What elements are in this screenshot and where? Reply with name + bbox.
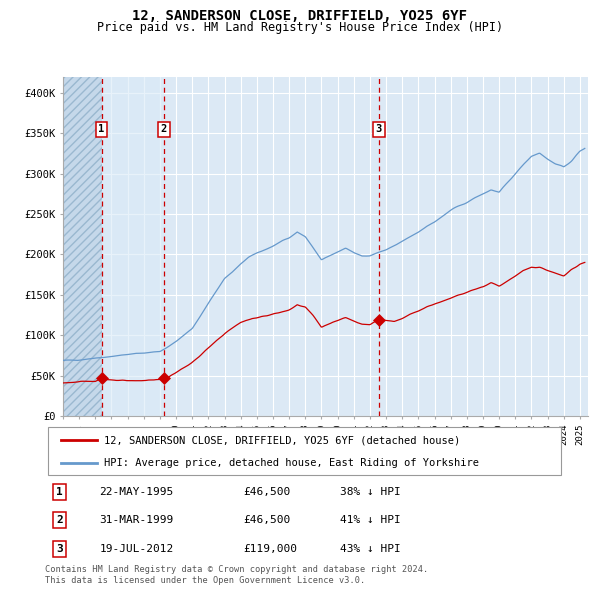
- Text: Contains HM Land Registry data © Crown copyright and database right 2024.
This d: Contains HM Land Registry data © Crown c…: [45, 565, 428, 585]
- Text: 3: 3: [376, 124, 382, 135]
- FancyBboxPatch shape: [48, 427, 561, 475]
- Bar: [63, 77, 101, 416]
- Text: 3: 3: [56, 545, 62, 554]
- Text: £46,500: £46,500: [243, 516, 290, 525]
- Text: 22-MAY-1995: 22-MAY-1995: [100, 487, 173, 497]
- Text: 12, SANDERSON CLOSE, DRIFFIELD, YO25 6YF (detached house): 12, SANDERSON CLOSE, DRIFFIELD, YO25 6YF…: [104, 435, 461, 445]
- Text: 43% ↓ HPI: 43% ↓ HPI: [340, 545, 401, 554]
- Text: 12, SANDERSON CLOSE, DRIFFIELD, YO25 6YF: 12, SANDERSON CLOSE, DRIFFIELD, YO25 6YF: [133, 9, 467, 24]
- Text: 1: 1: [56, 487, 62, 497]
- Bar: [63, 77, 101, 416]
- Text: HPI: Average price, detached house, East Riding of Yorkshire: HPI: Average price, detached house, East…: [104, 458, 479, 468]
- Text: 2: 2: [56, 516, 62, 525]
- Text: 38% ↓ HPI: 38% ↓ HPI: [340, 487, 401, 497]
- Text: £46,500: £46,500: [243, 487, 290, 497]
- Text: 31-MAR-1999: 31-MAR-1999: [100, 516, 173, 525]
- Text: 41% ↓ HPI: 41% ↓ HPI: [340, 516, 401, 525]
- Text: Price paid vs. HM Land Registry's House Price Index (HPI): Price paid vs. HM Land Registry's House …: [97, 21, 503, 34]
- Text: 19-JUL-2012: 19-JUL-2012: [100, 545, 173, 554]
- Bar: [101, 77, 164, 416]
- Text: £119,000: £119,000: [243, 545, 297, 554]
- Text: 1: 1: [98, 124, 105, 135]
- Text: 2: 2: [161, 124, 167, 135]
